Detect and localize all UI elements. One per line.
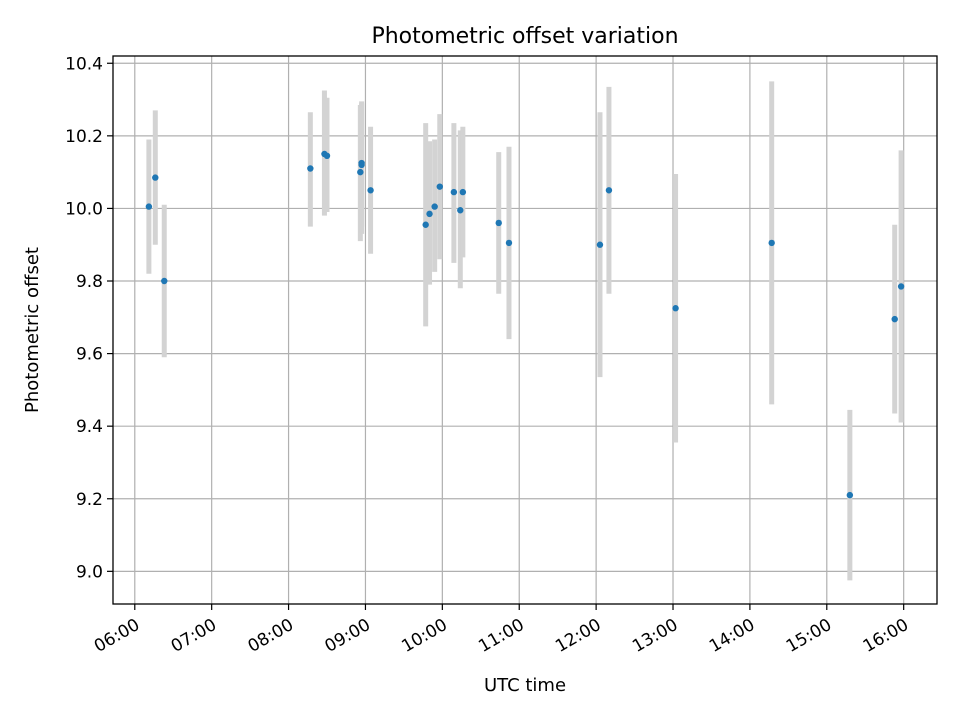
data-point [505, 239, 513, 247]
y-tick-label: 9.8 [76, 272, 103, 292]
data-point [768, 239, 775, 247]
data-point [459, 188, 467, 196]
data-point [422, 221, 429, 228]
y-tick-label: 9.6 [76, 345, 103, 365]
plot-area [112, 55, 938, 605]
data-point [450, 188, 458, 196]
y-axis-ticks: 9.0 9.2 9.4 9.6 9.8 10.0 10.2 10.4 [65, 54, 113, 582]
data-points [145, 150, 905, 499]
data-point [426, 210, 433, 218]
data-point [596, 241, 604, 248]
chart-title: Photometric offset variation [371, 24, 678, 49]
y-tick-label: 9.2 [76, 490, 103, 510]
grid [113, 56, 937, 604]
y-tick-label: 9.0 [76, 562, 103, 582]
data-point [457, 207, 464, 214]
data-point [307, 165, 314, 172]
data-point [897, 283, 905, 290]
y-tick-label: 10.2 [65, 127, 103, 147]
data-point [846, 491, 854, 499]
plot-background [113, 56, 937, 604]
data-point [495, 219, 502, 227]
data-point [431, 203, 438, 210]
data-point [145, 203, 153, 210]
data-point [367, 187, 374, 194]
data-point [152, 174, 159, 181]
data-point [161, 277, 168, 285]
data-point [358, 161, 365, 169]
data-point [436, 183, 443, 190]
x-axis-label: UTC time [484, 675, 566, 696]
data-point [672, 305, 679, 312]
y-tick-label: 10.0 [65, 199, 103, 219]
y-axis-label: Photometric offset [22, 247, 43, 413]
data-point [323, 152, 331, 160]
data-point [891, 315, 898, 323]
y-tick-label: 10.4 [65, 54, 103, 74]
data-point [605, 187, 613, 194]
plot-frame [112, 55, 938, 605]
data-point [357, 168, 364, 176]
y-tick-label: 9.4 [76, 417, 103, 437]
